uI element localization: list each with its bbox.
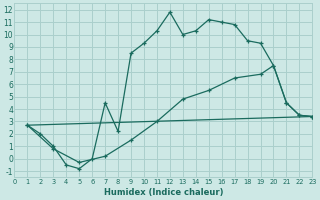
X-axis label: Humidex (Indice chaleur): Humidex (Indice chaleur) (104, 188, 223, 197)
